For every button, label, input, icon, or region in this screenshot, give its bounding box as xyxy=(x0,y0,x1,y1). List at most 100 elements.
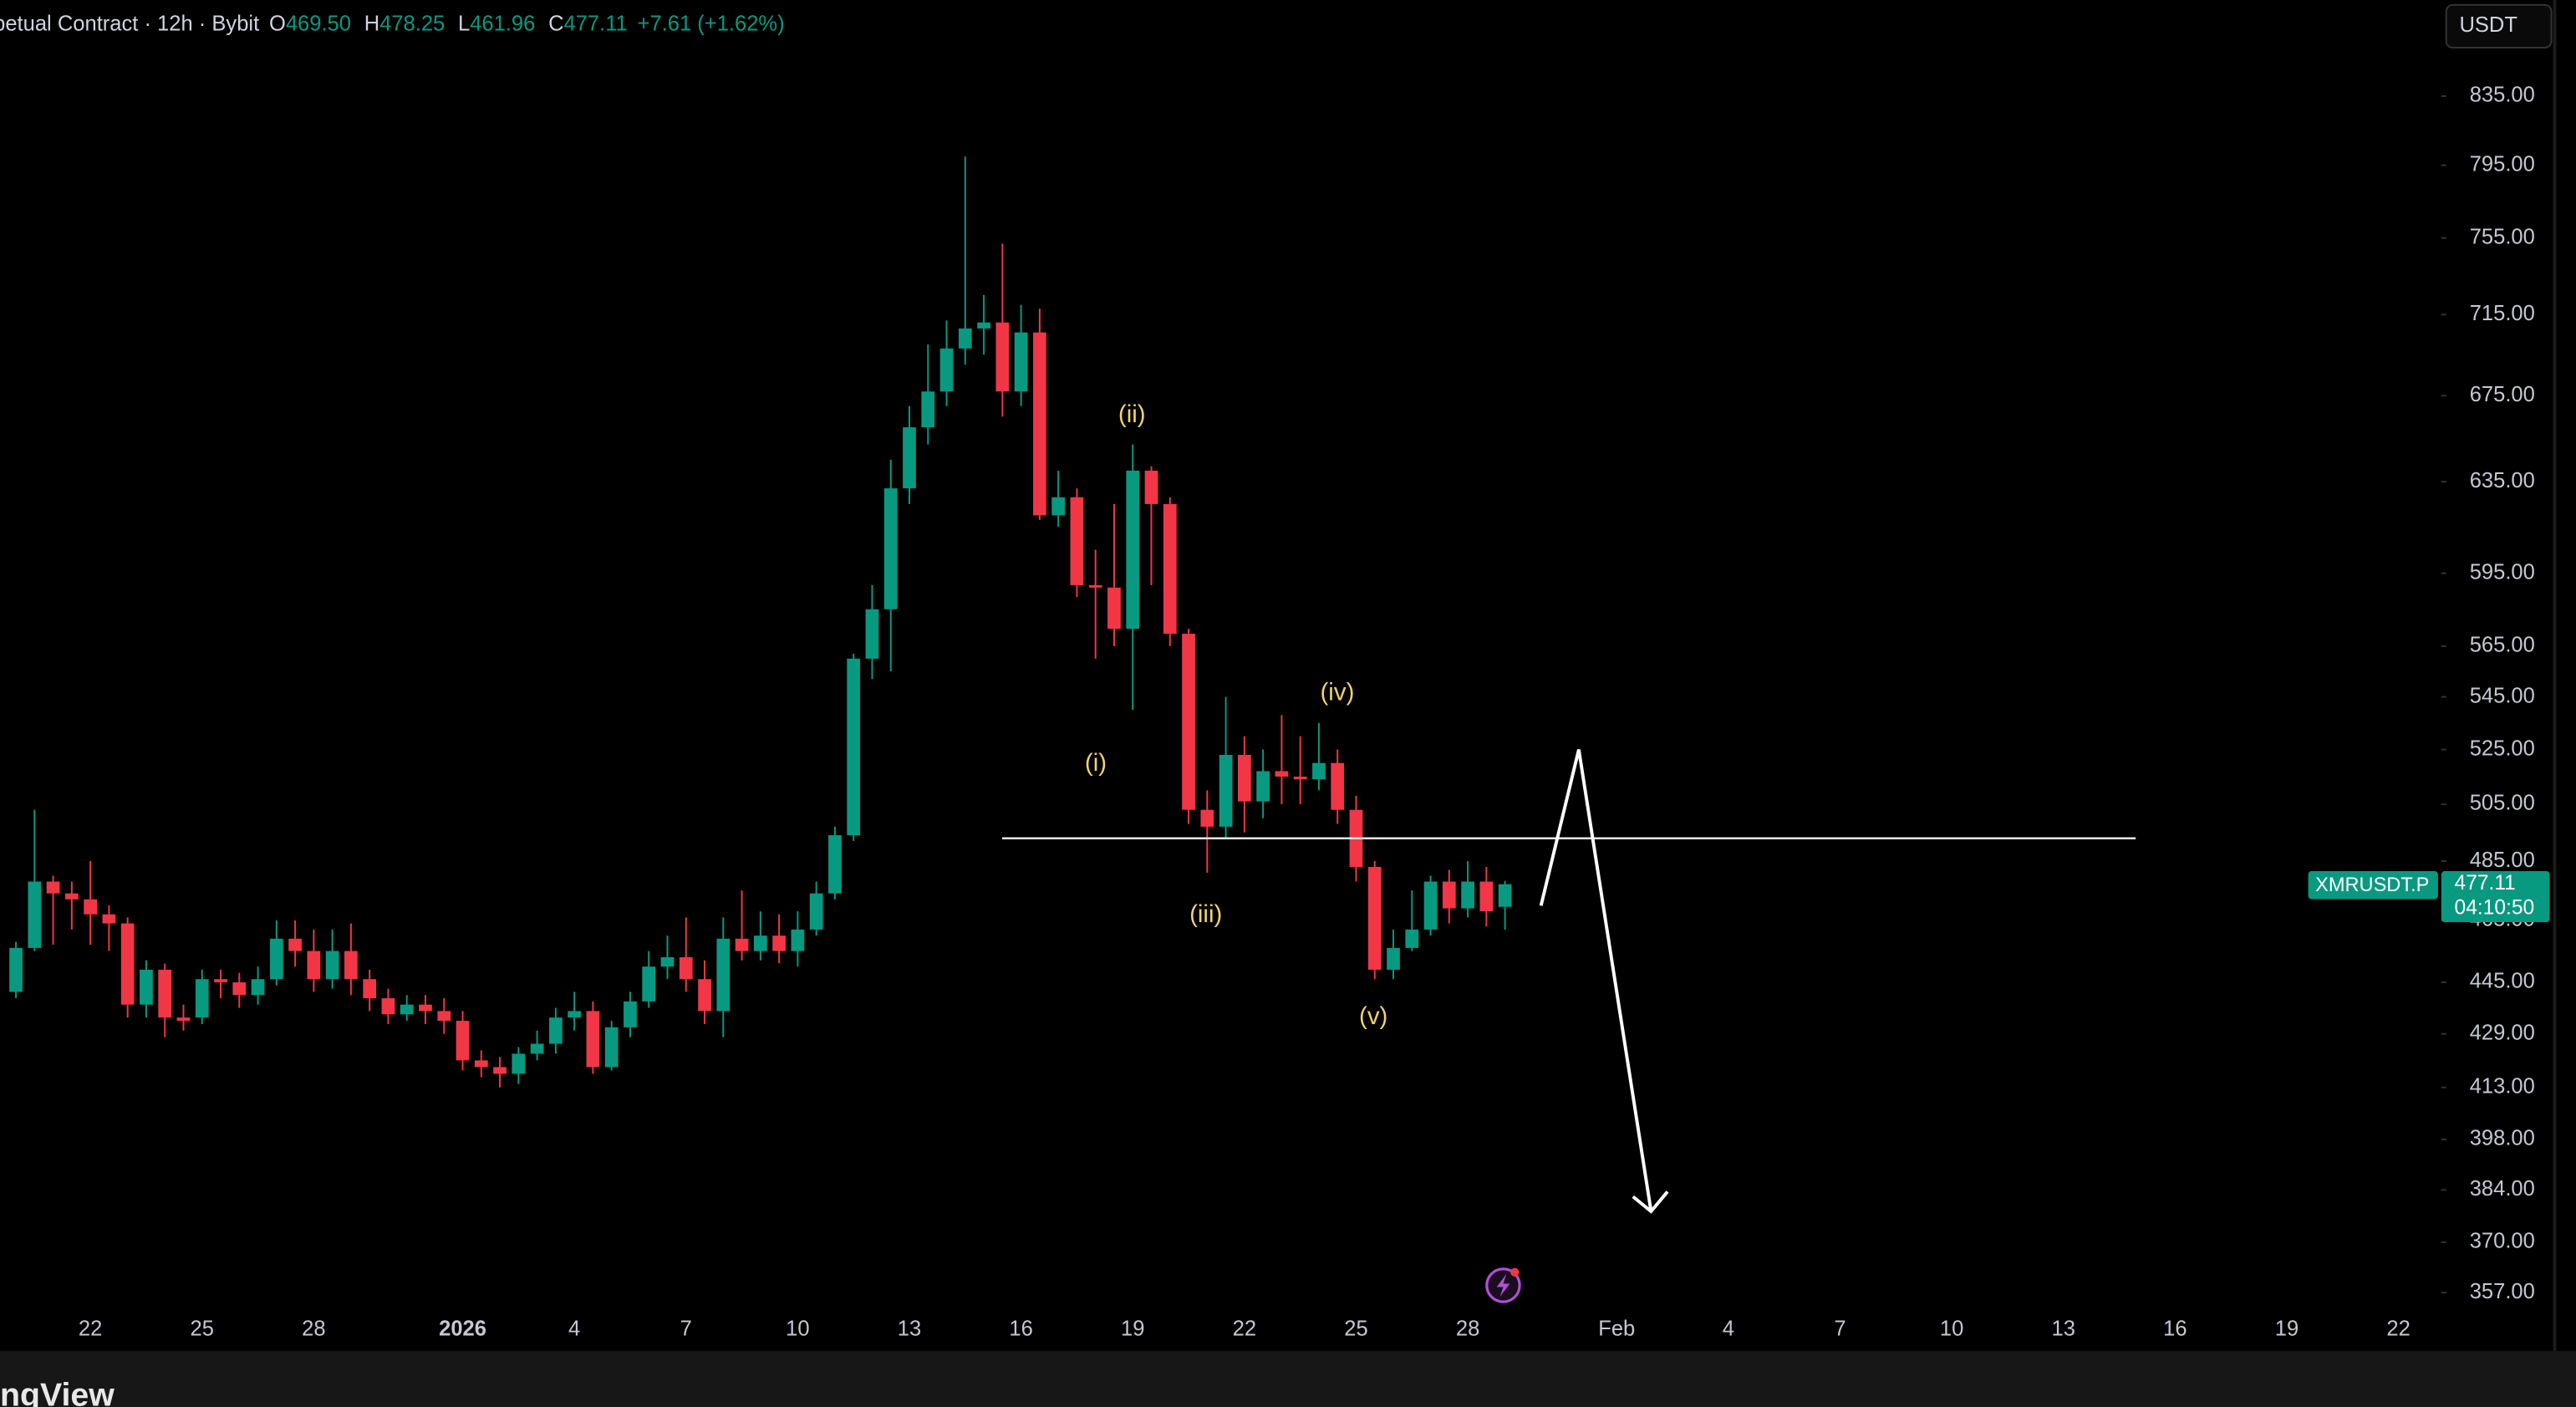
x-tick-label: 10 xyxy=(786,1317,809,1340)
currency-button-frame[interactable] xyxy=(2445,3,2553,49)
x-tick-label: 25 xyxy=(1344,1317,1367,1340)
candle-body xyxy=(549,1017,563,1044)
wave-label: (iii) xyxy=(1189,900,1222,928)
y-tick-label: 795.00 xyxy=(2470,152,2535,176)
candle-body xyxy=(1070,497,1084,585)
candle-body xyxy=(1219,754,1233,827)
y-tick-label: 413.00 xyxy=(2470,1074,2535,1098)
candle-body xyxy=(474,1060,488,1068)
arrow-head xyxy=(1632,1190,1669,1214)
candle-body xyxy=(176,1017,191,1022)
candle-body xyxy=(1405,929,1419,948)
candle-body xyxy=(232,982,247,996)
x-tick-label: 25 xyxy=(191,1317,214,1340)
candle-body xyxy=(1293,776,1307,780)
l-label: L xyxy=(458,12,470,35)
y-tick-label: 370.00 xyxy=(2470,1230,2535,1253)
candle-body xyxy=(84,899,97,915)
x-tick-label: 19 xyxy=(1121,1317,1144,1340)
candle-body xyxy=(456,1021,470,1061)
x-tick-label: 4 xyxy=(1723,1317,1734,1340)
candle-body xyxy=(195,979,209,1018)
candle-body xyxy=(958,328,972,349)
event-icon-bolt[interactable] xyxy=(1496,1273,1510,1297)
candle-body xyxy=(307,951,321,980)
y-tick-label: 384.00 xyxy=(2470,1177,2535,1201)
symbol-tag xyxy=(2308,871,2438,900)
y-tick-label: 835.00 xyxy=(2470,84,2535,107)
candle-body xyxy=(1367,866,1382,970)
candle-body xyxy=(1238,754,1251,802)
candle-body xyxy=(995,322,1010,392)
tag-price: 477.11 xyxy=(2455,872,2516,895)
wave-label: (iv) xyxy=(1321,678,1355,706)
candle-body xyxy=(1331,762,1345,810)
x-tick-label: 2026 xyxy=(439,1317,486,1340)
currency[interactable]: USDT xyxy=(2459,13,2517,37)
candle-body xyxy=(735,938,749,951)
candle-body xyxy=(344,951,358,980)
y-tick-label: 505.00 xyxy=(2470,792,2535,815)
candle-body xyxy=(400,1004,414,1015)
h-label: H xyxy=(364,12,379,35)
wave-label: (v) xyxy=(1359,1002,1387,1030)
candle-body xyxy=(828,835,842,894)
x-tick-label: 16 xyxy=(1009,1317,1032,1340)
footer-bar xyxy=(0,1351,2576,1407)
candle-body xyxy=(809,893,823,930)
candle-body xyxy=(381,998,395,1015)
candle-body xyxy=(847,658,861,836)
currency-button[interactable]: USDT xyxy=(2445,3,2553,49)
open: 469.50 xyxy=(286,12,351,35)
candle-body xyxy=(772,935,786,951)
x-tick-label: 22 xyxy=(2386,1317,2410,1340)
candle-body xyxy=(753,935,767,951)
candle-body xyxy=(512,1053,526,1074)
y-tick-label: 755.00 xyxy=(2470,225,2535,248)
candle-body xyxy=(624,1001,637,1027)
event-icon[interactable] xyxy=(1485,1267,1521,1303)
candle-body xyxy=(1088,584,1102,588)
c-label: C xyxy=(548,12,563,35)
x-tick-label: 4 xyxy=(568,1317,580,1340)
brand: ngView xyxy=(0,1377,115,1407)
candle-body xyxy=(288,938,302,951)
candle-body xyxy=(1498,884,1512,907)
candle-body xyxy=(325,951,339,980)
candle-body xyxy=(939,348,954,392)
candle-body xyxy=(604,1027,619,1068)
x-tick-label: 22 xyxy=(1233,1317,1256,1340)
candle-body xyxy=(251,979,265,996)
event-icon-dot[interactable] xyxy=(1510,1267,1520,1277)
candle-body xyxy=(642,966,656,1002)
candle-body xyxy=(660,956,675,967)
candle-body xyxy=(1126,470,1140,630)
candle-body xyxy=(530,1043,544,1054)
y-tick-label: 635.00 xyxy=(2470,469,2535,492)
candle-body xyxy=(698,979,711,1012)
legend-line: petual Contract · 12h · Bybit O469.50 H478… xyxy=(0,12,785,35)
y-tick-label: 565.00 xyxy=(2470,634,2535,657)
y-tick-label: 357.00 xyxy=(2470,1280,2535,1303)
x-tick-label: 13 xyxy=(898,1317,921,1340)
y-tick-label: 675.00 xyxy=(2470,383,2535,406)
candle-body xyxy=(568,1011,582,1018)
candle-body xyxy=(46,881,60,894)
high: 478.25 xyxy=(379,12,445,35)
candle-body xyxy=(1275,771,1289,777)
candle-body xyxy=(437,1011,451,1022)
candle-body xyxy=(493,1067,507,1074)
y-tick-label: 715.00 xyxy=(2470,302,2535,325)
candle-body xyxy=(883,488,898,609)
x-tick-label: 7 xyxy=(680,1317,692,1340)
candle-body xyxy=(679,956,693,980)
candle-body xyxy=(1256,771,1270,802)
x-tick-label: 10 xyxy=(1940,1317,1963,1340)
o-label: O xyxy=(269,12,286,35)
value-tag xyxy=(2441,871,2550,922)
candle-body xyxy=(28,881,42,948)
projection-path xyxy=(1539,749,1653,1212)
